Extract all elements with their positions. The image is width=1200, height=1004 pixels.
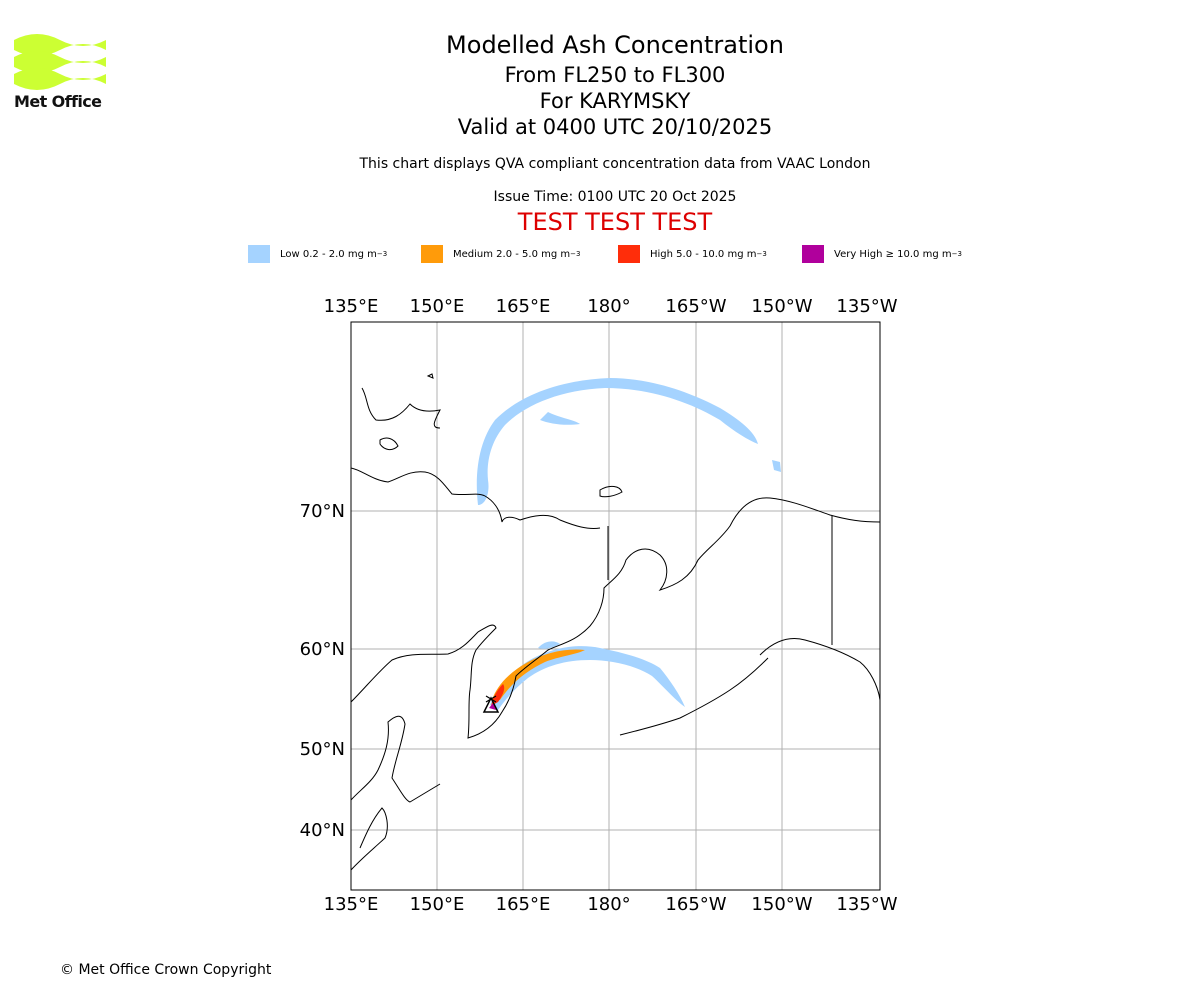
lon-label-bottom-150e: 150°E bbox=[410, 894, 465, 915]
ash-fragment-east bbox=[772, 460, 781, 472]
met-office-logo: Met Office bbox=[14, 30, 106, 112]
lon-label-top-165w: 165°W bbox=[665, 296, 726, 317]
boundaries bbox=[607, 516, 833, 645]
copyright-notice: © Met Office Crown Copyright bbox=[60, 962, 272, 978]
legend-swatch-low bbox=[248, 245, 270, 263]
legend-item-high: High 5.0 - 10.0 mg m −3 bbox=[618, 244, 767, 264]
lon-label-bottom-150w: 150°W bbox=[751, 894, 812, 915]
lon-label-top-150w: 150°W bbox=[751, 296, 812, 317]
ash-low-concentration bbox=[476, 378, 781, 710]
island-new-siberian bbox=[379, 437, 399, 451]
island-wrangel bbox=[599, 485, 623, 498]
issue-time: Issue Time: 0100 UTC 20 Oct 2025 bbox=[493, 189, 737, 205]
test-banner: TEST TEST TEST bbox=[517, 208, 713, 236]
legend: Low 0.2 - 2.0 mg m −3 Medium 2.0 - 5.0 mg… bbox=[0, 244, 1200, 264]
coast-siberia-north bbox=[351, 467, 601, 529]
lon-labels-bottom: 135°E 150°E 165°E 180° 165°W 150°W 135°W bbox=[324, 894, 898, 915]
lat-label-60n: 60°N bbox=[300, 639, 345, 660]
lat-label-40n: 40°N bbox=[300, 820, 345, 841]
volcano-triangle-icon bbox=[482, 696, 500, 713]
flight-levels: From FL250 to FL300 bbox=[504, 63, 726, 87]
lat-label-70n: 70°N bbox=[300, 501, 345, 522]
lon-label-top-180: 180° bbox=[587, 296, 630, 317]
ash-plume-north bbox=[476, 378, 758, 505]
legend-swatch-very-high bbox=[802, 245, 824, 263]
lon-label-top-135e: 135°E bbox=[324, 296, 379, 317]
island-small bbox=[426, 373, 434, 379]
legend-label-medium: Medium 2.0 - 5.0 mg m bbox=[453, 248, 571, 260]
legend-label-very-high: Very High ≥ 10.0 mg m bbox=[834, 248, 952, 260]
coast-gulf-alaska bbox=[759, 638, 880, 701]
lat-labels: 70°N 60°N 50°N 40°N bbox=[300, 501, 345, 841]
lon-label-bottom-135w: 135°W bbox=[836, 894, 897, 915]
coastlines bbox=[351, 373, 880, 871]
coast-okhotsk bbox=[351, 715, 441, 803]
coast-japan bbox=[351, 807, 388, 871]
lat-label-50n: 50°N bbox=[300, 739, 345, 760]
map-gridlines bbox=[351, 322, 880, 890]
lon-labels-top: 135°E 150°E 165°E 180° 165°W 150°W 135°W bbox=[324, 296, 898, 317]
legend-unit-low: −3 bbox=[376, 250, 388, 258]
legend-item-medium: Medium 2.0 - 5.0 mg m −3 bbox=[421, 244, 580, 264]
legend-item-low: Low 0.2 - 2.0 mg m −3 bbox=[248, 244, 387, 264]
lon-label-bottom-165e: 165°E bbox=[496, 894, 551, 915]
lon-label-bottom-135e: 135°E bbox=[324, 894, 379, 915]
legend-item-very-high: Very High ≥ 10.0 mg m −3 bbox=[802, 244, 962, 264]
map-frame bbox=[350, 321, 881, 891]
met-office-logo-text: Met Office bbox=[14, 92, 102, 111]
legend-unit-very-high: −3 bbox=[951, 250, 962, 258]
coast-taymyr bbox=[361, 387, 441, 429]
ash-plume-south-top bbox=[538, 641, 560, 649]
lon-label-top-150e: 150°E bbox=[410, 296, 465, 317]
ash-plume-north-fragment bbox=[540, 412, 580, 425]
legend-label-high: High 5.0 - 10.0 mg m bbox=[650, 248, 757, 260]
legend-label-low: Low 0.2 - 2.0 mg m bbox=[280, 248, 377, 260]
lon-label-top-165e: 165°E bbox=[496, 296, 551, 317]
coast-main bbox=[351, 497, 880, 739]
legend-swatch-medium bbox=[421, 245, 443, 263]
met-office-waves-icon bbox=[14, 34, 106, 90]
valid-time: Valid at 0400 UTC 20/10/2025 bbox=[457, 115, 773, 139]
coast-aleutians bbox=[619, 657, 769, 736]
lon-label-bottom-165w: 165°W bbox=[665, 894, 726, 915]
lon-label-top-135w: 135°W bbox=[836, 296, 897, 317]
volcano-eruption-icon bbox=[485, 695, 497, 703]
legend-unit-medium: −3 bbox=[570, 250, 581, 258]
lon-label-bottom-180: 180° bbox=[587, 894, 630, 915]
legend-swatch-high bbox=[618, 245, 640, 263]
legend-unit-high: −3 bbox=[756, 250, 767, 258]
chart-title: Modelled Ash Concentration bbox=[446, 31, 784, 59]
chart-description: This chart displays QVA compliant concen… bbox=[359, 156, 871, 172]
chart-header: Modelled Ash Concentration From FL250 to… bbox=[0, 28, 1200, 237]
volcano-name: For KARYMSKY bbox=[539, 89, 691, 113]
